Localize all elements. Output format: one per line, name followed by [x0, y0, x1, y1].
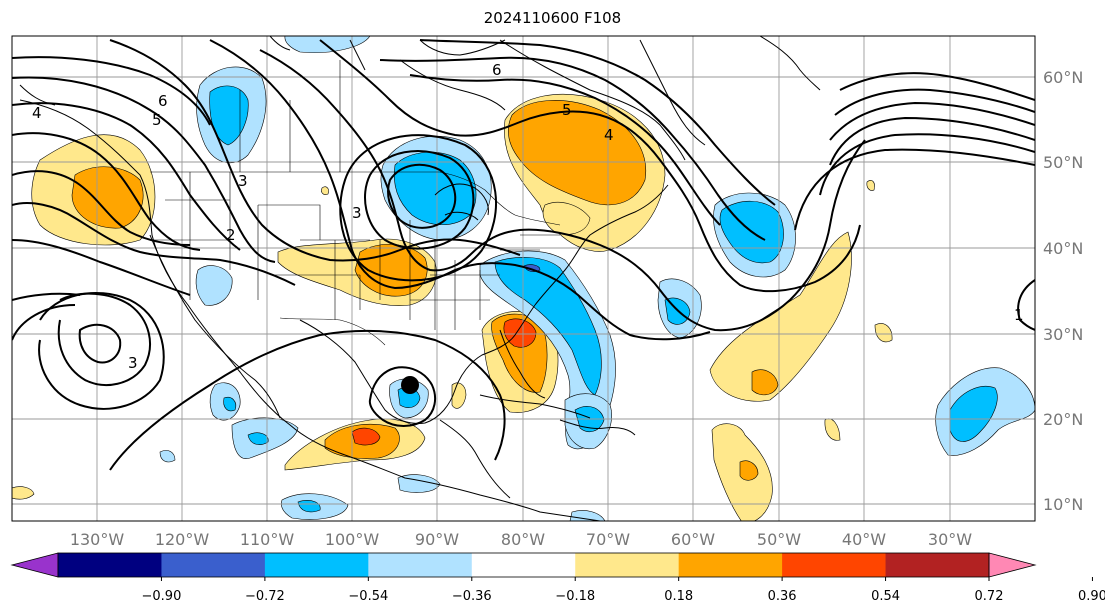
contour-label-5: 5 — [152, 111, 162, 129]
colorbar-tick-label: −0.36 — [452, 589, 492, 604]
map-frame — [11, 35, 1036, 522]
lon-label: 70°W — [586, 530, 630, 549]
graticule — [12, 36, 1035, 521]
contour-label-3b: 3 — [128, 354, 138, 372]
lon-label: 90°W — [415, 530, 459, 549]
colorbar-cell — [58, 553, 162, 577]
colorbar-tick-label: −0.72 — [245, 589, 285, 604]
colorbar-cell — [782, 553, 887, 577]
colorbar-cell — [471, 553, 576, 577]
contour-label-5b: 5 — [562, 101, 572, 119]
colorbar-tick-label: 0.90 — [1078, 589, 1105, 604]
contour-label-4: 4 — [32, 104, 42, 122]
contour-label-3c: 3 — [352, 204, 362, 222]
lon-label: 60°W — [671, 530, 715, 549]
lon-label: 80°W — [501, 530, 545, 549]
colorbar-cell — [678, 553, 783, 577]
contour-label-1: 1 — [1014, 306, 1024, 324]
contour-label-3: 3 — [238, 172, 248, 190]
contour-label-6b: 6 — [492, 61, 502, 79]
map-title: 2024110600 F108 — [483, 9, 622, 27]
colorbar-tick-label: 0.72 — [975, 589, 1004, 604]
colorbar-cell — [161, 553, 266, 577]
colorbar-frame — [57, 552, 990, 578]
lat-label: 50°N — [1043, 153, 1083, 172]
colorbar-extend-low — [10, 552, 59, 578]
lon-label: 30°W — [928, 530, 972, 549]
colorbar-tick-label: 0.36 — [768, 589, 797, 604]
colorbar-cells — [58, 553, 990, 577]
contour-label-6: 6 — [158, 92, 168, 110]
lat-label: 20°N — [1043, 410, 1083, 429]
colorbar: −0.90 −0.72 −0.54 −0.36 −0.18 0.18 0.36 0.54 0.7… — [10, 552, 1105, 604]
lon-label: 40°W — [842, 530, 886, 549]
lat-label: 30°N — [1043, 325, 1083, 344]
colorbar-extend-high — [988, 552, 1037, 578]
colorbar-tick-label: 0.18 — [664, 589, 693, 604]
lat-label: 10°N — [1043, 495, 1083, 514]
longitude-labels: 130°W 120°W 110°W 100°W 90°W 80°W 70°W 6… — [70, 530, 972, 549]
lon-label: 120°W — [155, 530, 210, 549]
lon-label: 100°W — [325, 530, 380, 549]
lon-label: 110°W — [240, 530, 295, 549]
contour-label-2: 2 — [226, 226, 236, 244]
lat-label: 40°N — [1043, 239, 1083, 258]
map-area: 6 5 4 3 2 3 3 6 5 4 1 — [12, 36, 1035, 521]
colorbar-tick-label: −0.90 — [142, 589, 182, 604]
contour-label-4b: 4 — [604, 126, 614, 144]
colorbar-tick-label: 0.54 — [871, 589, 900, 604]
lon-label: 50°W — [757, 530, 801, 549]
colorbar-cell — [885, 553, 990, 577]
anomaly-pos-atlantic — [709, 231, 852, 402]
contour-lines — [12, 39, 1035, 471]
colorbar-tick-label: −0.54 — [348, 589, 388, 604]
lat-label: 60°N — [1043, 68, 1083, 87]
coastlines — [19, 36, 821, 521]
lon-label: 130°W — [70, 530, 125, 549]
contour-label-group: 6 5 4 3 2 3 3 6 5 4 1 — [32, 61, 1024, 372]
colorbar-cell — [368, 553, 473, 577]
latitude-labels: 60°N 50°N 40°N 30°N 20°N 10°N — [1043, 68, 1083, 514]
colorbar-cell — [575, 553, 680, 577]
colorbar-tick-labels: −0.90 −0.72 −0.54 −0.36 −0.18 0.18 0.36 0.54 0.7… — [142, 577, 1105, 604]
colorbar-tick-label: −0.18 — [555, 589, 595, 604]
storm-marker — [401, 376, 419, 394]
political-borders — [150, 60, 561, 346]
colorbar-cell — [264, 553, 369, 577]
